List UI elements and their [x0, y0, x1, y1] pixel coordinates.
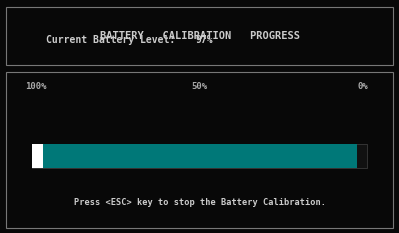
Text: 97%: 97%: [196, 35, 213, 45]
Text: Current Battery Level:: Current Battery Level:: [46, 35, 176, 45]
FancyBboxPatch shape: [43, 144, 357, 168]
Text: BATTERY   CALIBRATION   PROGRESS: BATTERY CALIBRATION PROGRESS: [99, 31, 300, 41]
FancyBboxPatch shape: [6, 72, 393, 228]
Text: Press <ESC> key to stop the Battery Calibration.: Press <ESC> key to stop the Battery Cali…: [73, 198, 326, 207]
FancyBboxPatch shape: [6, 7, 393, 65]
FancyBboxPatch shape: [32, 144, 367, 168]
FancyBboxPatch shape: [32, 144, 43, 168]
Text: 100%: 100%: [25, 82, 47, 91]
Text: 50%: 50%: [192, 82, 207, 91]
Text: 0%: 0%: [358, 82, 368, 91]
